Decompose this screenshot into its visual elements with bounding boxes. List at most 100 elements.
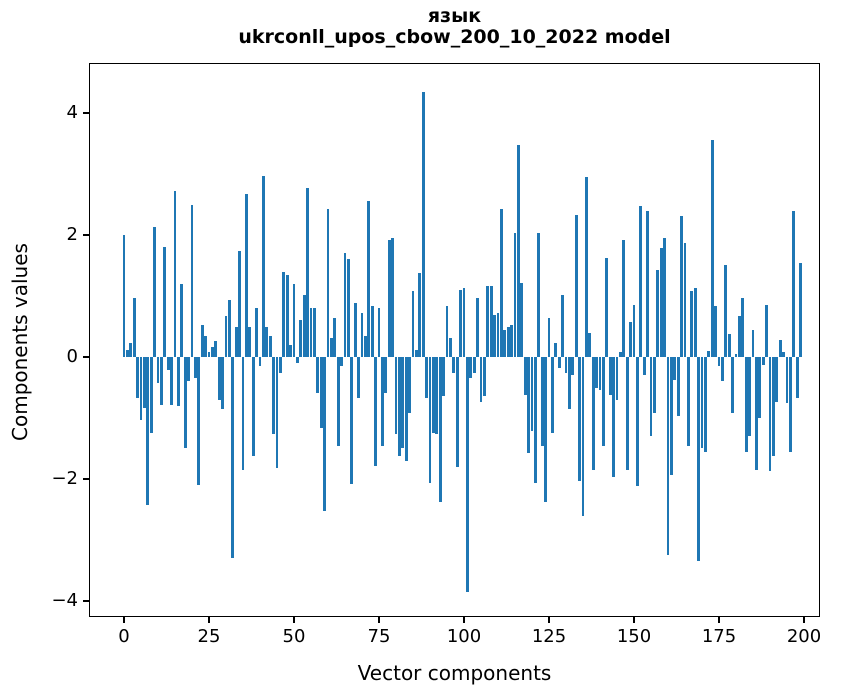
bar — [476, 297, 479, 357]
bar — [537, 233, 541, 357]
x-tick-mark — [463, 617, 465, 623]
bar — [350, 357, 354, 485]
bar — [183, 357, 187, 448]
bar — [585, 177, 588, 357]
bar — [391, 238, 394, 357]
bar — [707, 350, 711, 357]
bar — [765, 304, 768, 357]
bar — [642, 357, 646, 375]
bar — [469, 357, 473, 378]
bar — [197, 357, 201, 486]
bar — [452, 357, 456, 373]
bar — [421, 91, 425, 357]
bar — [472, 357, 476, 373]
bar — [336, 357, 340, 447]
bar — [279, 357, 282, 373]
bar — [568, 357, 571, 410]
y-tick-label: 4 — [66, 102, 78, 123]
bar — [680, 216, 683, 357]
bar — [333, 317, 337, 357]
bar — [306, 188, 309, 357]
bar — [639, 206, 643, 357]
bar — [466, 357, 469, 593]
x-tick-mark — [378, 617, 380, 623]
y-axis-label: Components values — [8, 243, 32, 441]
bar — [177, 357, 180, 406]
x-tick-label: 200 — [786, 626, 822, 647]
bar — [394, 357, 398, 435]
bar — [326, 209, 330, 357]
y-tick-label: −4 — [51, 590, 78, 611]
bar — [547, 317, 551, 357]
x-tick-mark — [803, 617, 805, 623]
bar — [551, 357, 554, 434]
bar — [761, 357, 765, 365]
bar — [727, 334, 731, 357]
chart-subtitle: ukrconll_upos_cbow_200_10_2022 model — [238, 26, 671, 48]
bar — [758, 357, 762, 418]
bar — [330, 338, 333, 357]
x-tick-label: 50 — [282, 626, 306, 647]
bar — [520, 283, 524, 357]
bar — [370, 306, 374, 357]
bar — [173, 191, 177, 357]
bar — [211, 346, 214, 357]
bar — [143, 357, 146, 409]
bar — [442, 357, 445, 397]
bar — [486, 286, 490, 357]
bar — [156, 357, 160, 384]
bar — [275, 357, 279, 469]
bar — [353, 302, 357, 357]
bar — [676, 357, 680, 417]
bar — [132, 297, 136, 357]
bar — [387, 239, 391, 357]
x-tick-label: 25 — [197, 626, 221, 647]
x-tick-label: 125 — [531, 626, 567, 647]
plot-area — [89, 63, 820, 617]
bar — [724, 264, 728, 357]
bar — [364, 336, 367, 357]
x-tick-label: 150 — [616, 626, 652, 647]
bar — [622, 239, 626, 357]
x-tick-label: 75 — [367, 626, 391, 647]
x-tick-mark — [293, 617, 295, 623]
bar — [591, 357, 595, 470]
bar — [241, 357, 245, 470]
bar — [608, 357, 612, 395]
bar — [122, 235, 126, 357]
x-tick-label: 175 — [701, 626, 737, 647]
bar — [187, 357, 190, 382]
bar — [160, 357, 163, 405]
bar — [262, 176, 265, 357]
bar — [775, 357, 779, 402]
bar — [561, 294, 564, 357]
x-tick-label: 0 — [118, 626, 130, 647]
bar — [690, 291, 694, 357]
bar — [489, 286, 493, 357]
bar — [629, 321, 632, 357]
bar — [517, 145, 520, 357]
bar — [166, 357, 170, 370]
bar — [462, 288, 466, 357]
bar — [139, 357, 143, 420]
bar — [347, 259, 350, 357]
bar — [659, 247, 663, 357]
bar — [612, 357, 615, 477]
bar — [632, 304, 636, 357]
bar — [615, 357, 619, 400]
bar — [384, 357, 388, 393]
bar — [214, 341, 218, 357]
y-tick-mark — [83, 112, 89, 114]
bar — [146, 357, 150, 505]
bar — [656, 269, 660, 357]
bar — [513, 233, 517, 357]
bar — [574, 215, 578, 357]
x-axis-label: Vector components — [357, 661, 552, 685]
bar — [309, 308, 313, 357]
bar — [744, 357, 748, 452]
bar — [149, 357, 153, 434]
bar — [578, 357, 581, 482]
bar — [697, 357, 700, 562]
bar — [785, 357, 789, 404]
